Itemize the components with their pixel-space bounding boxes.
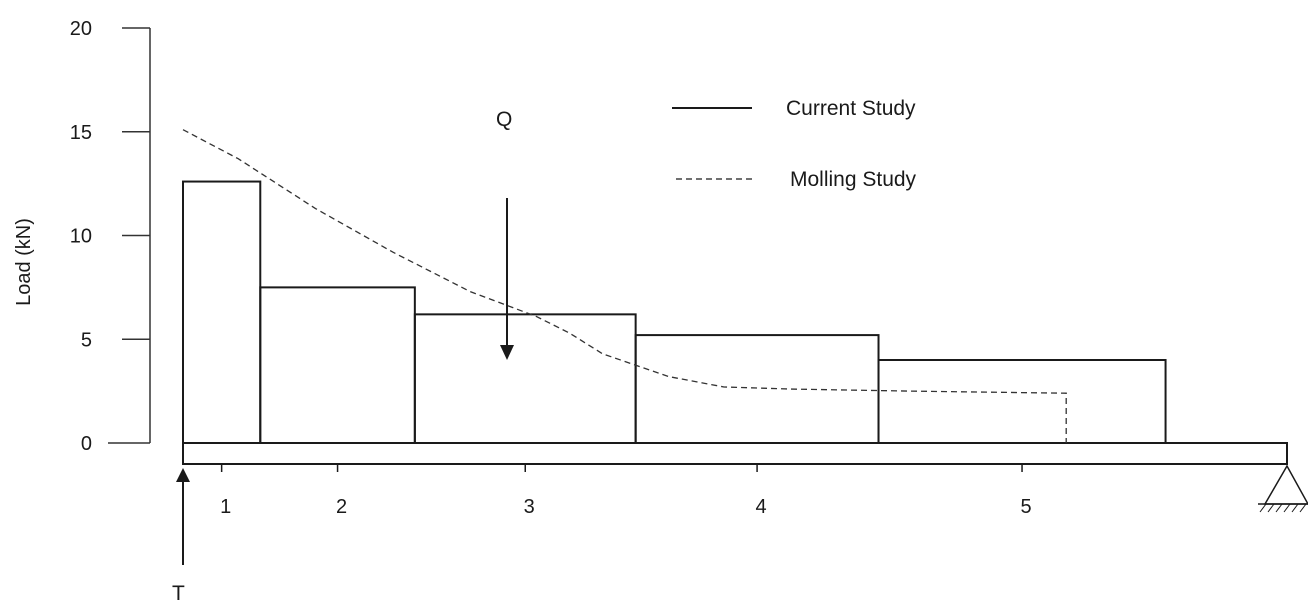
segment-label: 3: [524, 496, 535, 518]
current-study-bar: [182, 180, 262, 445]
y-tick-label: 20: [70, 18, 92, 40]
current-study-bars: [182, 180, 1167, 445]
legend: Current Study Molling Study: [672, 97, 917, 191]
pin-support-icon: [1258, 464, 1308, 513]
y-tick-label: 10: [70, 226, 92, 248]
current-study-bar: [877, 359, 1167, 444]
segment-ticks: 1 2 3 4 5: [220, 464, 1032, 518]
legend-label-molling-study: Molling Study: [790, 168, 917, 191]
y-axis-title: Load (kN): [13, 218, 35, 306]
segment-label: 4: [756, 496, 767, 518]
support-hatch: [1299, 503, 1307, 513]
molling-study-line: [182, 129, 1067, 443]
segment-label: 1: [220, 496, 231, 518]
y-tick-label: 0: [81, 433, 92, 455]
q-arrow-head: [500, 345, 514, 360]
support-hatch: [1259, 503, 1267, 513]
y-tick-label: 5: [81, 329, 92, 351]
support-triangle: [1263, 464, 1308, 505]
t-arrow-head: [176, 468, 190, 482]
t-reaction-arrow: T: [172, 468, 190, 603]
y-tick-label: 15: [70, 122, 92, 144]
current-study-bar: [413, 313, 637, 444]
segment-label: 5: [1020, 496, 1031, 518]
legend-label-current-study: Current Study: [786, 97, 916, 120]
support-hatch: [1267, 503, 1275, 513]
segment-label: 2: [336, 496, 347, 518]
q-load-arrow: Q: [496, 108, 514, 360]
current-study-bar: [634, 334, 880, 445]
molling-study-path: [182, 129, 1067, 443]
support-hatch: [1291, 503, 1299, 513]
y-ticks: 0 5 10 15 20: [70, 18, 150, 455]
beam: [182, 442, 1288, 465]
support-hatch: [1275, 503, 1283, 513]
t-label: T: [172, 582, 185, 603]
q-label: Q: [496, 108, 512, 131]
current-study-bar: [259, 286, 416, 444]
support-hatch: [1283, 503, 1291, 513]
